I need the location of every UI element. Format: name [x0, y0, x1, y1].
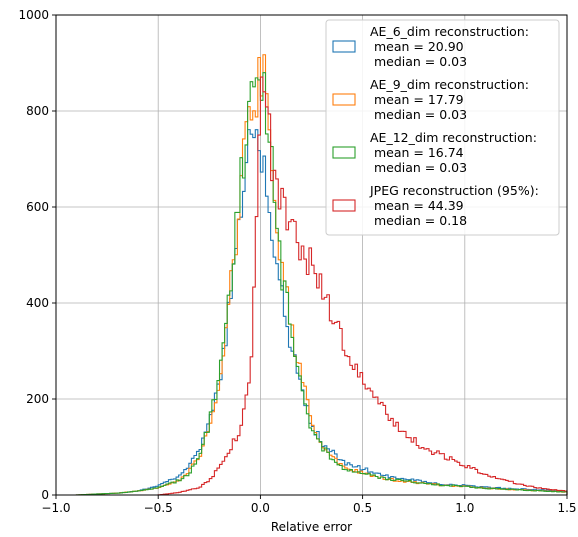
histogram-series-step-line — [76, 76, 568, 496]
x-tick-label: −0.5 — [144, 501, 173, 515]
x-tick-label: 0.0 — [251, 501, 270, 515]
histogram-series — [75, 54, 568, 496]
x-axis-label: Relative error — [271, 520, 352, 534]
axis-ticks: −1.0 −0.5 0.0 0.5 1.0 1.5 0 200 400 600 800 1000 — [18, 8, 576, 515]
legend-box — [325, 19, 560, 236]
legend-entry-title: AE_6_dim reconstruction: — [370, 24, 529, 39]
legend-entry-title: AE_9_dim reconstruction: — [370, 77, 529, 92]
y-tick-label: 200 — [26, 392, 49, 406]
y-tick-label: 400 — [26, 296, 49, 310]
legend-swatch — [332, 93, 356, 106]
legend-entry-mean: mean = 17.79 — [370, 92, 464, 107]
legend-entry-median: median = 0.03 — [370, 160, 467, 175]
legend-entry-title: JPEG reconstruction (95%): — [369, 183, 539, 198]
y-tick-label: 0 — [41, 488, 49, 502]
legend-swatch — [332, 40, 356, 53]
x-tick-label: 1.5 — [557, 501, 576, 515]
legend-entry-mean: mean = 44.39 — [370, 198, 464, 213]
y-tick-label: 1000 — [18, 8, 49, 22]
legend-swatch — [332, 146, 356, 159]
legend-entry-title: AE_12_dim reconstruction: — [370, 130, 537, 145]
plot-frame — [55, 14, 568, 496]
y-tick-label: 800 — [26, 104, 49, 118]
x-tick-label: 1.0 — [455, 501, 474, 515]
legend-entry-median: median = 0.18 — [370, 213, 467, 228]
legend-entry-mean: mean = 16.74 — [370, 145, 464, 160]
legend-entry-mean: mean = 20.90 — [370, 39, 464, 54]
legend-swatch — [332, 199, 356, 212]
y-tick-label: 600 — [26, 200, 49, 214]
legend: AE_6_dim reconstruction: mean = 20.90 me… — [325, 19, 560, 236]
x-tick-label: 0.5 — [353, 501, 372, 515]
histogram-series-step-line — [75, 72, 568, 496]
legend-entry-median: median = 0.03 — [370, 107, 467, 122]
legend-entry-median: median = 0.03 — [370, 54, 467, 69]
x-tick-label: −1.0 — [41, 501, 70, 515]
